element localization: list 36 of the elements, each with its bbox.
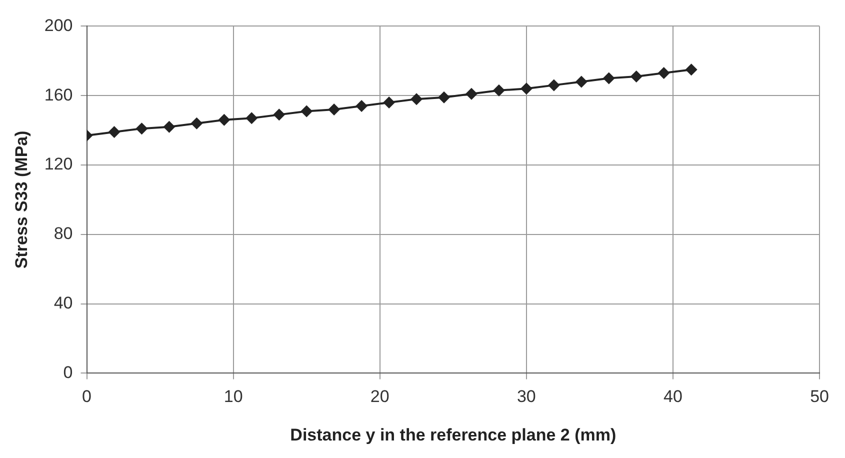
point — [190, 117, 203, 130]
point — [465, 88, 478, 100]
point — [410, 93, 423, 106]
y-tick-label: 80 — [54, 224, 73, 244]
point — [658, 67, 670, 80]
point — [218, 114, 230, 126]
y-tick-label: 200 — [44, 16, 73, 35]
point — [630, 70, 642, 83]
y-tick-label: 120 — [44, 154, 73, 174]
x-tick-label: 40 — [664, 387, 682, 406]
point — [273, 108, 286, 121]
point — [575, 76, 588, 88]
point — [356, 100, 368, 112]
x-tick-label: 20 — [370, 387, 390, 406]
point — [300, 105, 313, 118]
point — [685, 64, 698, 76]
point — [520, 82, 532, 95]
x-axis-title: Distance y in the reference plane 2 (mm) — [290, 425, 616, 444]
y-tick-label: 160 — [44, 85, 73, 104]
y-tick-label: 40 — [54, 293, 73, 312]
point — [108, 126, 120, 138]
x-tick-label: 30 — [516, 387, 536, 406]
x-tick-label: 10 — [224, 387, 243, 406]
point — [136, 122, 148, 135]
point — [163, 120, 176, 133]
point — [328, 103, 340, 116]
y-tick-label: 0 — [63, 362, 73, 382]
point — [383, 96, 396, 109]
point — [548, 79, 560, 92]
point — [438, 91, 450, 104]
x-tick-label: 50 — [810, 387, 830, 406]
x-tick-label: 0 — [82, 387, 92, 406]
point — [602, 72, 615, 84]
point — [492, 84, 505, 96]
point — [246, 112, 258, 124]
y-axis-title: Stress S33 (MPa) — [12, 130, 31, 269]
